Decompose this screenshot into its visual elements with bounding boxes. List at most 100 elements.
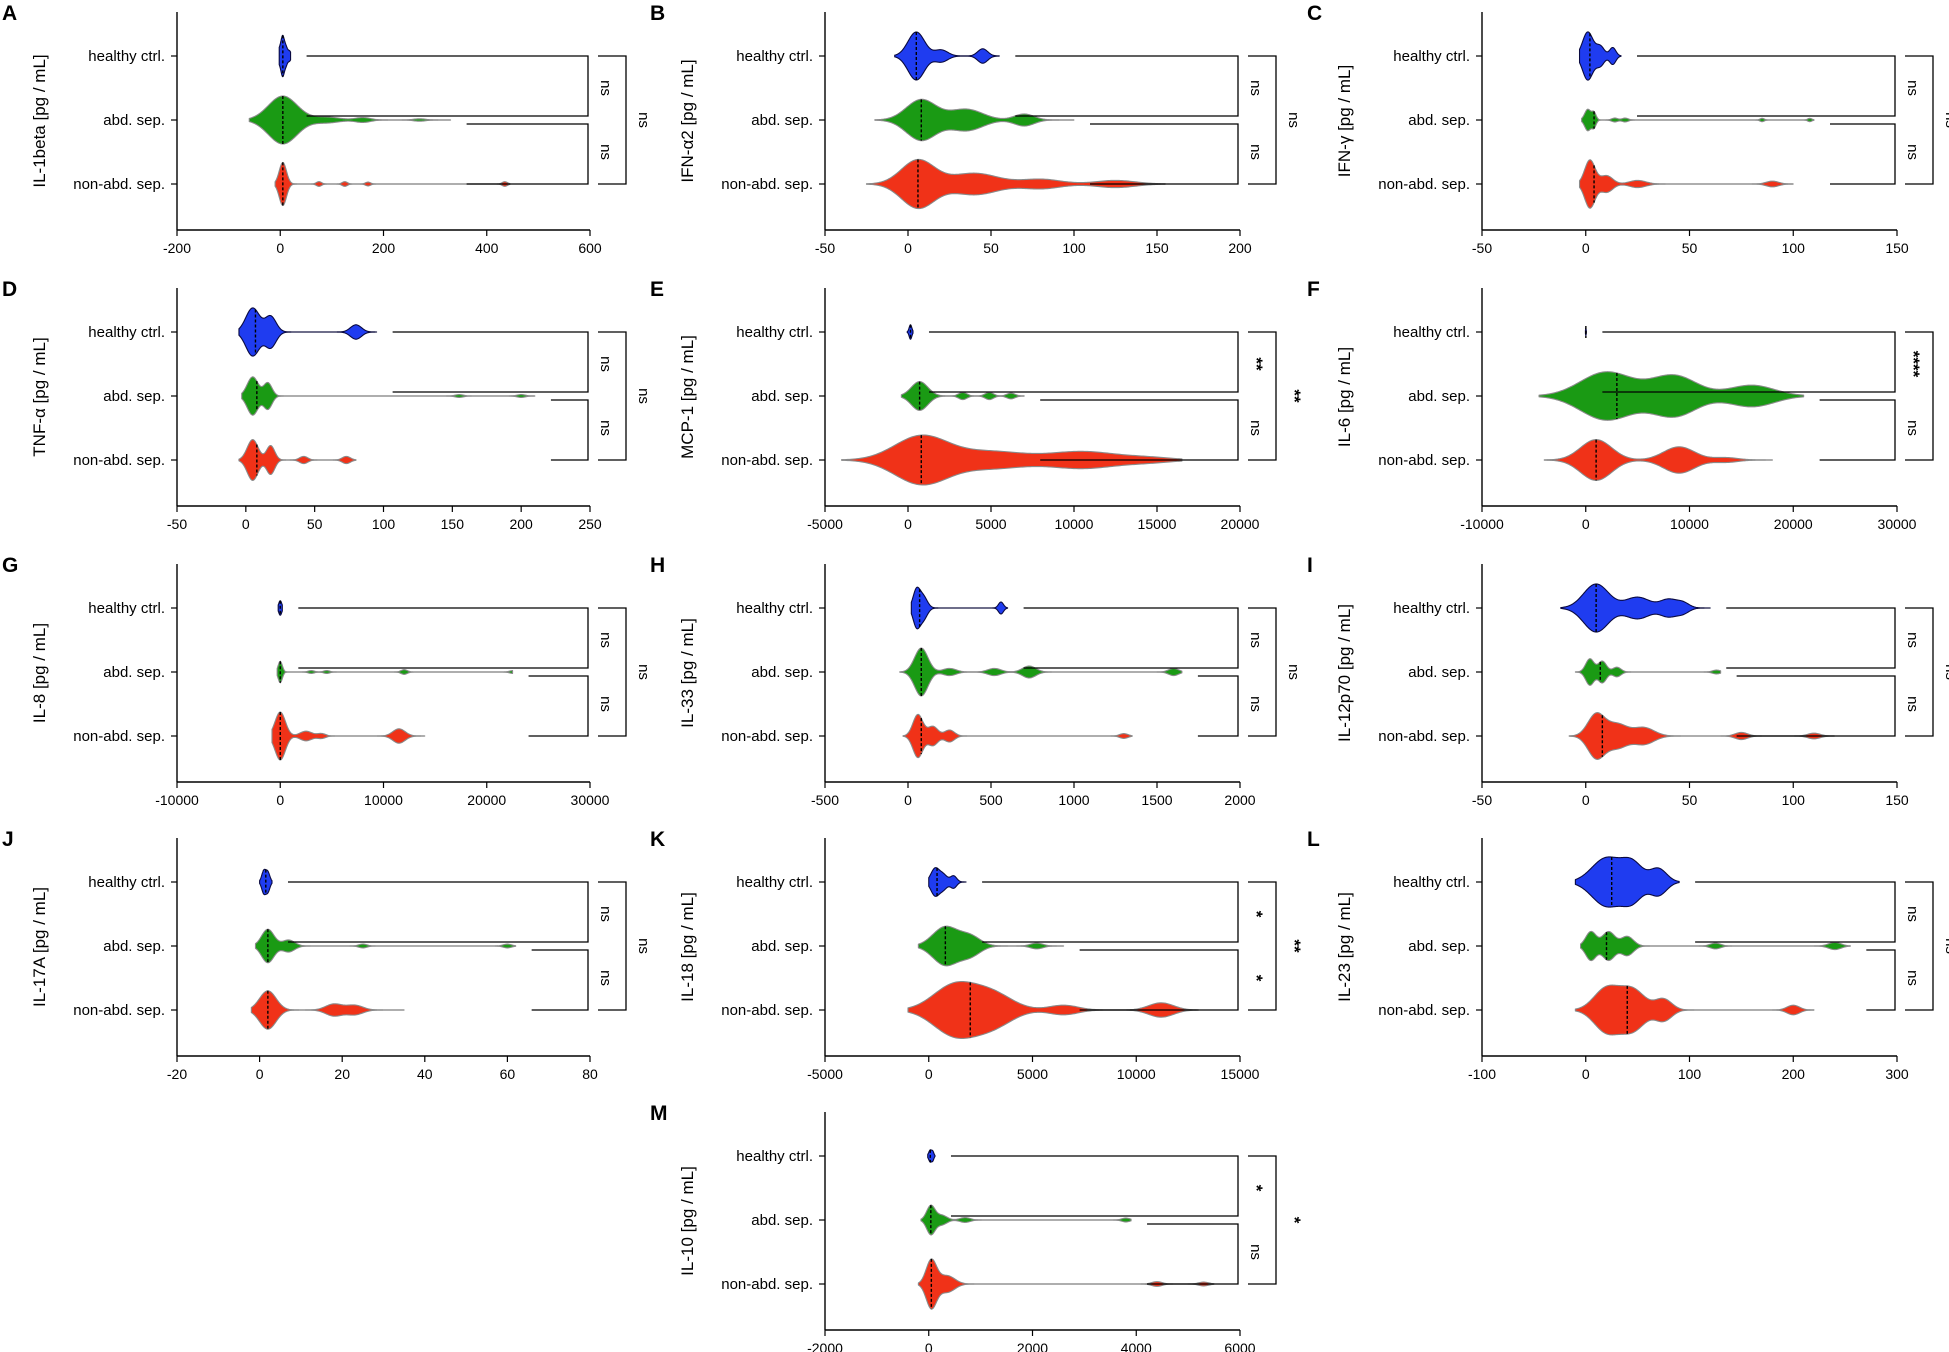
bracket-abd-nonabd [466, 123, 589, 185]
group-label: abd. sep. [103, 388, 165, 405]
violin-abd [900, 381, 1025, 411]
significance-label: ns [1904, 420, 1921, 436]
bracket-abd-nonabd [1090, 123, 1239, 185]
violin-abd [276, 660, 514, 684]
x-tick-label: 50 [1682, 792, 1698, 808]
x-tick-label: 0 [925, 1340, 933, 1352]
violin-healthy [1574, 856, 1680, 908]
x-tick-label: 80 [582, 1066, 598, 1082]
x-tick-label: 20000 [467, 792, 506, 808]
bracket-healthy-nonabd [1248, 331, 1277, 461]
bracket-healthy-abd [950, 1155, 1239, 1217]
bracket-healthy-abd [1602, 331, 1896, 393]
group-label: non-abd. sep. [721, 1002, 813, 1019]
group-label: abd. sep. [1408, 664, 1470, 681]
panel-letter: C [1307, 2, 1322, 25]
bracket-healthy-abd [1015, 55, 1239, 117]
x-tick-label: 2000 [1224, 792, 1255, 808]
violin-nonabd [1543, 439, 1774, 481]
x-tick-label: -50 [815, 240, 835, 256]
significance-label: ns [1904, 906, 1921, 922]
x-tick-label: 0 [1582, 1066, 1590, 1082]
x-tick-label: 200 [372, 240, 396, 256]
violin-abd [1538, 371, 1805, 421]
y-axis-label: IL-33 [pg / mL] [678, 618, 697, 728]
x-tick-label: 5000 [1017, 1066, 1048, 1082]
significance-label: ns [1247, 696, 1264, 712]
bracket-healthy-abd [287, 881, 589, 943]
x-tick-label: 5000 [975, 516, 1006, 532]
panel-b: B IFN-α2 [pg / mL] -50 0 50 100 150 200 healthy … [650, 2, 1302, 256]
x-tick-label: 15000 [1221, 1066, 1260, 1082]
x-tick-label: -5000 [807, 1066, 843, 1082]
x-tick-label: -100 [1468, 1066, 1496, 1082]
violin-abd [920, 1204, 1132, 1236]
significance-label: ns [1285, 112, 1302, 128]
x-tick-label: -5000 [807, 516, 843, 532]
x-tick-label: 60 [500, 1066, 516, 1082]
group-label: healthy ctrl. [736, 600, 813, 617]
group-label: healthy ctrl. [736, 874, 813, 891]
y-axis-label: TNF-α [pg / mL] [30, 337, 49, 456]
panel-letter: M [650, 1102, 668, 1125]
x-tick-label: 15000 [1138, 516, 1177, 532]
significance-label: ns [635, 938, 652, 954]
significance-label: ns [1247, 420, 1264, 436]
y-axis-label: IL-8 [pg / mL] [30, 623, 49, 723]
significance-label: ** [1285, 389, 1304, 403]
bracket-healthy-nonabd [1248, 607, 1277, 737]
x-tick-label: 4000 [1121, 1340, 1152, 1352]
bracket-abd-nonabd [1079, 949, 1239, 1011]
panel-letter: F [1307, 278, 1320, 301]
x-tick-label: -500 [811, 792, 839, 808]
x-tick-label: 150 [441, 516, 465, 532]
group-label: abd. sep. [1408, 388, 1470, 405]
x-tick-label: 10000 [1670, 516, 1709, 532]
violin-nonabd [238, 439, 357, 481]
bracket-healthy-abd [1637, 55, 1896, 117]
panel-f: F IL-6 [pg / mL] -10000 0 10000 20000 30000 hea… [1307, 278, 1949, 532]
group-label: abd. sep. [1408, 938, 1470, 955]
x-tick-label: 50 [307, 516, 323, 532]
significance-label: ns [1247, 144, 1264, 160]
bracket-healthy-abd [982, 881, 1239, 943]
panel-m: M IL-10 [pg / mL] -2000 0 2000 4000 6000 health… [650, 1102, 1304, 1352]
group-label: non-abd. sep. [721, 452, 813, 469]
significance-label: ns [1285, 664, 1302, 680]
x-tick-label: 0 [925, 1066, 933, 1082]
x-tick-label: 300 [1885, 1066, 1909, 1082]
group-label: healthy ctrl. [88, 48, 165, 65]
bracket-healthy-nonabd [1905, 607, 1934, 737]
group-label: non-abd. sep. [73, 452, 165, 469]
x-tick-label: 150 [1145, 240, 1169, 256]
bracket-healthy-abd [1023, 607, 1239, 669]
panel-d: D TNF-α [pg / mL] -50 0 50 100 150 200 250 health… [2, 278, 652, 532]
x-tick-label: -10000 [1460, 516, 1504, 532]
violin-nonabd [1574, 984, 1815, 1036]
violin-abd [874, 98, 1075, 142]
x-tick-label: 100 [1678, 1066, 1702, 1082]
violin-abd [917, 925, 1065, 967]
x-tick-label: 0 [1582, 240, 1590, 256]
x-tick-label: -20 [167, 1066, 187, 1082]
x-tick-label: 1000 [1058, 792, 1089, 808]
group-label: abd. sep. [751, 112, 813, 129]
group-label: non-abd. sep. [721, 728, 813, 745]
violin-nonabd [902, 713, 1133, 759]
x-tick-label: 100 [1782, 240, 1806, 256]
bracket-abd-nonabd [1830, 123, 1896, 185]
group-label: healthy ctrl. [1393, 48, 1470, 65]
group-label: healthy ctrl. [88, 324, 165, 341]
significance-label: ns [1942, 938, 1949, 954]
violin-healthy [910, 586, 1009, 630]
panel-i: I IL-12p70 [pg / mL] -50 0 50 100 150 healthy c… [1307, 554, 1949, 808]
x-tick-label: 1500 [1141, 792, 1172, 808]
x-tick-label: 20000 [1221, 516, 1260, 532]
panel-letter: G [2, 554, 18, 577]
violin-healthy [238, 307, 378, 357]
x-tick-label: -10000 [155, 792, 199, 808]
panel-c: C IFN-γ [pg / mL] -50 0 50 100 150 healthy ctrl… [1307, 2, 1949, 256]
x-tick-label: 0 [904, 240, 912, 256]
x-tick-label: 0 [1582, 792, 1590, 808]
x-tick-label: 10000 [1055, 516, 1094, 532]
